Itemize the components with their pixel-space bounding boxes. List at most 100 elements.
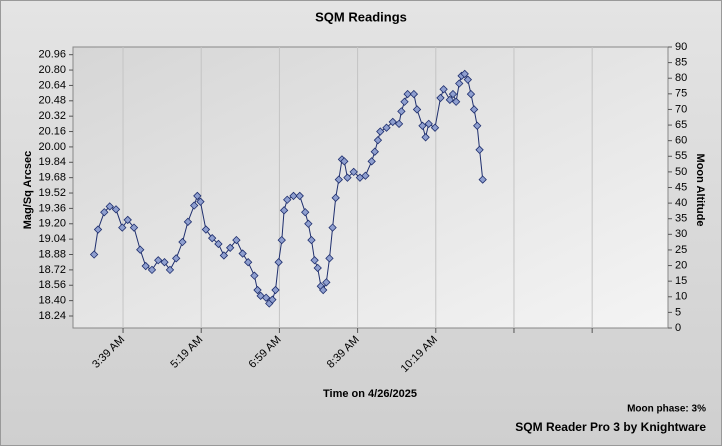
y2-tick-label: 55: [675, 150, 687, 162]
annotation: Moon phase: 3%: [627, 404, 706, 415]
y-tick-label: 18.24: [38, 310, 66, 322]
data-point: [183, 217, 193, 227]
y-tick-label: 18.40: [38, 295, 66, 307]
y2-tick-label: 70: [675, 103, 687, 115]
data-point: [250, 271, 259, 280]
data-point: [118, 223, 127, 232]
data-point: [238, 249, 247, 258]
data-point: [388, 117, 397, 127]
data-point: [225, 243, 235, 252]
data-point: [475, 145, 484, 154]
data-point: [373, 136, 383, 145]
data-point: [129, 223, 139, 232]
data-point: [268, 295, 277, 304]
y-tick-label: 20.64: [38, 79, 66, 91]
y-tick-label: 20.16: [38, 125, 66, 137]
data-point: [219, 251, 229, 260]
data-point: [424, 119, 433, 129]
y2-tick-label: 50: [675, 166, 687, 178]
data-point: [478, 175, 487, 184]
y-tick-label: 20.48: [38, 95, 66, 107]
data-point: [451, 97, 461, 106]
y2-tick-label: 65: [675, 119, 687, 131]
data-point: [136, 245, 145, 254]
data-point: [361, 171, 370, 180]
data-point: [310, 256, 319, 265]
y2-tick-label: 40: [675, 197, 687, 209]
data-point: [436, 93, 445, 103]
y2-tick-label: 75: [675, 88, 687, 100]
data-point: [466, 89, 476, 99]
data-point: [165, 265, 175, 275]
y-tick-label: 20.96: [38, 49, 66, 61]
data-point: [349, 167, 358, 177]
chart-title: SQM Readings: [315, 9, 407, 24]
data-point: [473, 121, 482, 130]
data-point: [301, 208, 310, 217]
data-point: [160, 258, 169, 267]
y2-tick-label: 0: [675, 322, 681, 334]
data-point: [439, 85, 448, 94]
data-point: [89, 250, 99, 259]
y2-tick-label: 5: [675, 306, 681, 318]
y-tick-label: 19.68: [38, 172, 66, 184]
data-point: [307, 235, 316, 245]
y2-tick-label: 20: [675, 259, 687, 271]
data-point: [190, 201, 199, 210]
data-point: [295, 191, 304, 201]
y-tick-label: 19.84: [38, 156, 66, 168]
y-tick-label: 18.56: [38, 279, 66, 291]
data-point: [445, 95, 455, 105]
data-point: [172, 254, 181, 263]
data-point: [322, 278, 331, 287]
data-point: [243, 258, 253, 267]
annotation: SQM Reader Pro 3 by Knightware: [515, 420, 706, 434]
y-tick-label: 20.00: [38, 141, 66, 153]
data-point: [397, 107, 406, 116]
y2-tick-label: 45: [675, 181, 687, 193]
y-axis-label: Mag/Sq Arcsec: [22, 151, 34, 229]
data-point: [253, 285, 262, 295]
data-point: [193, 191, 202, 201]
data-point: [289, 191, 298, 201]
y-tick-label: 18.88: [38, 248, 66, 260]
data-point: [334, 175, 343, 184]
data-point: [141, 261, 150, 271]
data-point: [421, 133, 430, 142]
y2-tick-label: 90: [675, 41, 687, 53]
data-point: [343, 173, 352, 182]
data-point: [455, 79, 464, 88]
y2-tick-label: 15: [675, 275, 687, 287]
y-tick-label: 19.52: [38, 187, 66, 199]
data-point: [277, 235, 286, 245]
y-tick-label: 19.36: [38, 202, 66, 214]
data-point: [271, 285, 280, 295]
data-point: [367, 157, 376, 166]
data-point: [196, 197, 205, 206]
data-point: [214, 239, 223, 249]
data-point: [331, 193, 340, 202]
data-point: [469, 105, 479, 114]
data-point: [201, 225, 211, 234]
y-tick-label: 20.80: [38, 64, 66, 76]
y-tick-label: 19.20: [38, 218, 66, 230]
data-point: [100, 208, 109, 217]
data-point: [382, 123, 391, 132]
data-point: [448, 89, 458, 99]
data-point: [430, 123, 440, 132]
data-point: [370, 147, 379, 156]
y-tick-label: 19.04: [38, 233, 66, 245]
data-point: [147, 265, 157, 275]
data-point: [123, 215, 132, 225]
y2-tick-label: 35: [675, 213, 687, 225]
data-point: [304, 219, 313, 228]
data-point: [105, 202, 114, 211]
data-point: [261, 293, 271, 302]
data-point: [256, 291, 265, 300]
data-point: [328, 223, 337, 232]
y2-tick-label: 25: [675, 244, 687, 256]
data-point: [409, 89, 419, 99]
data-point: [403, 89, 412, 99]
data-point: [232, 235, 241, 245]
